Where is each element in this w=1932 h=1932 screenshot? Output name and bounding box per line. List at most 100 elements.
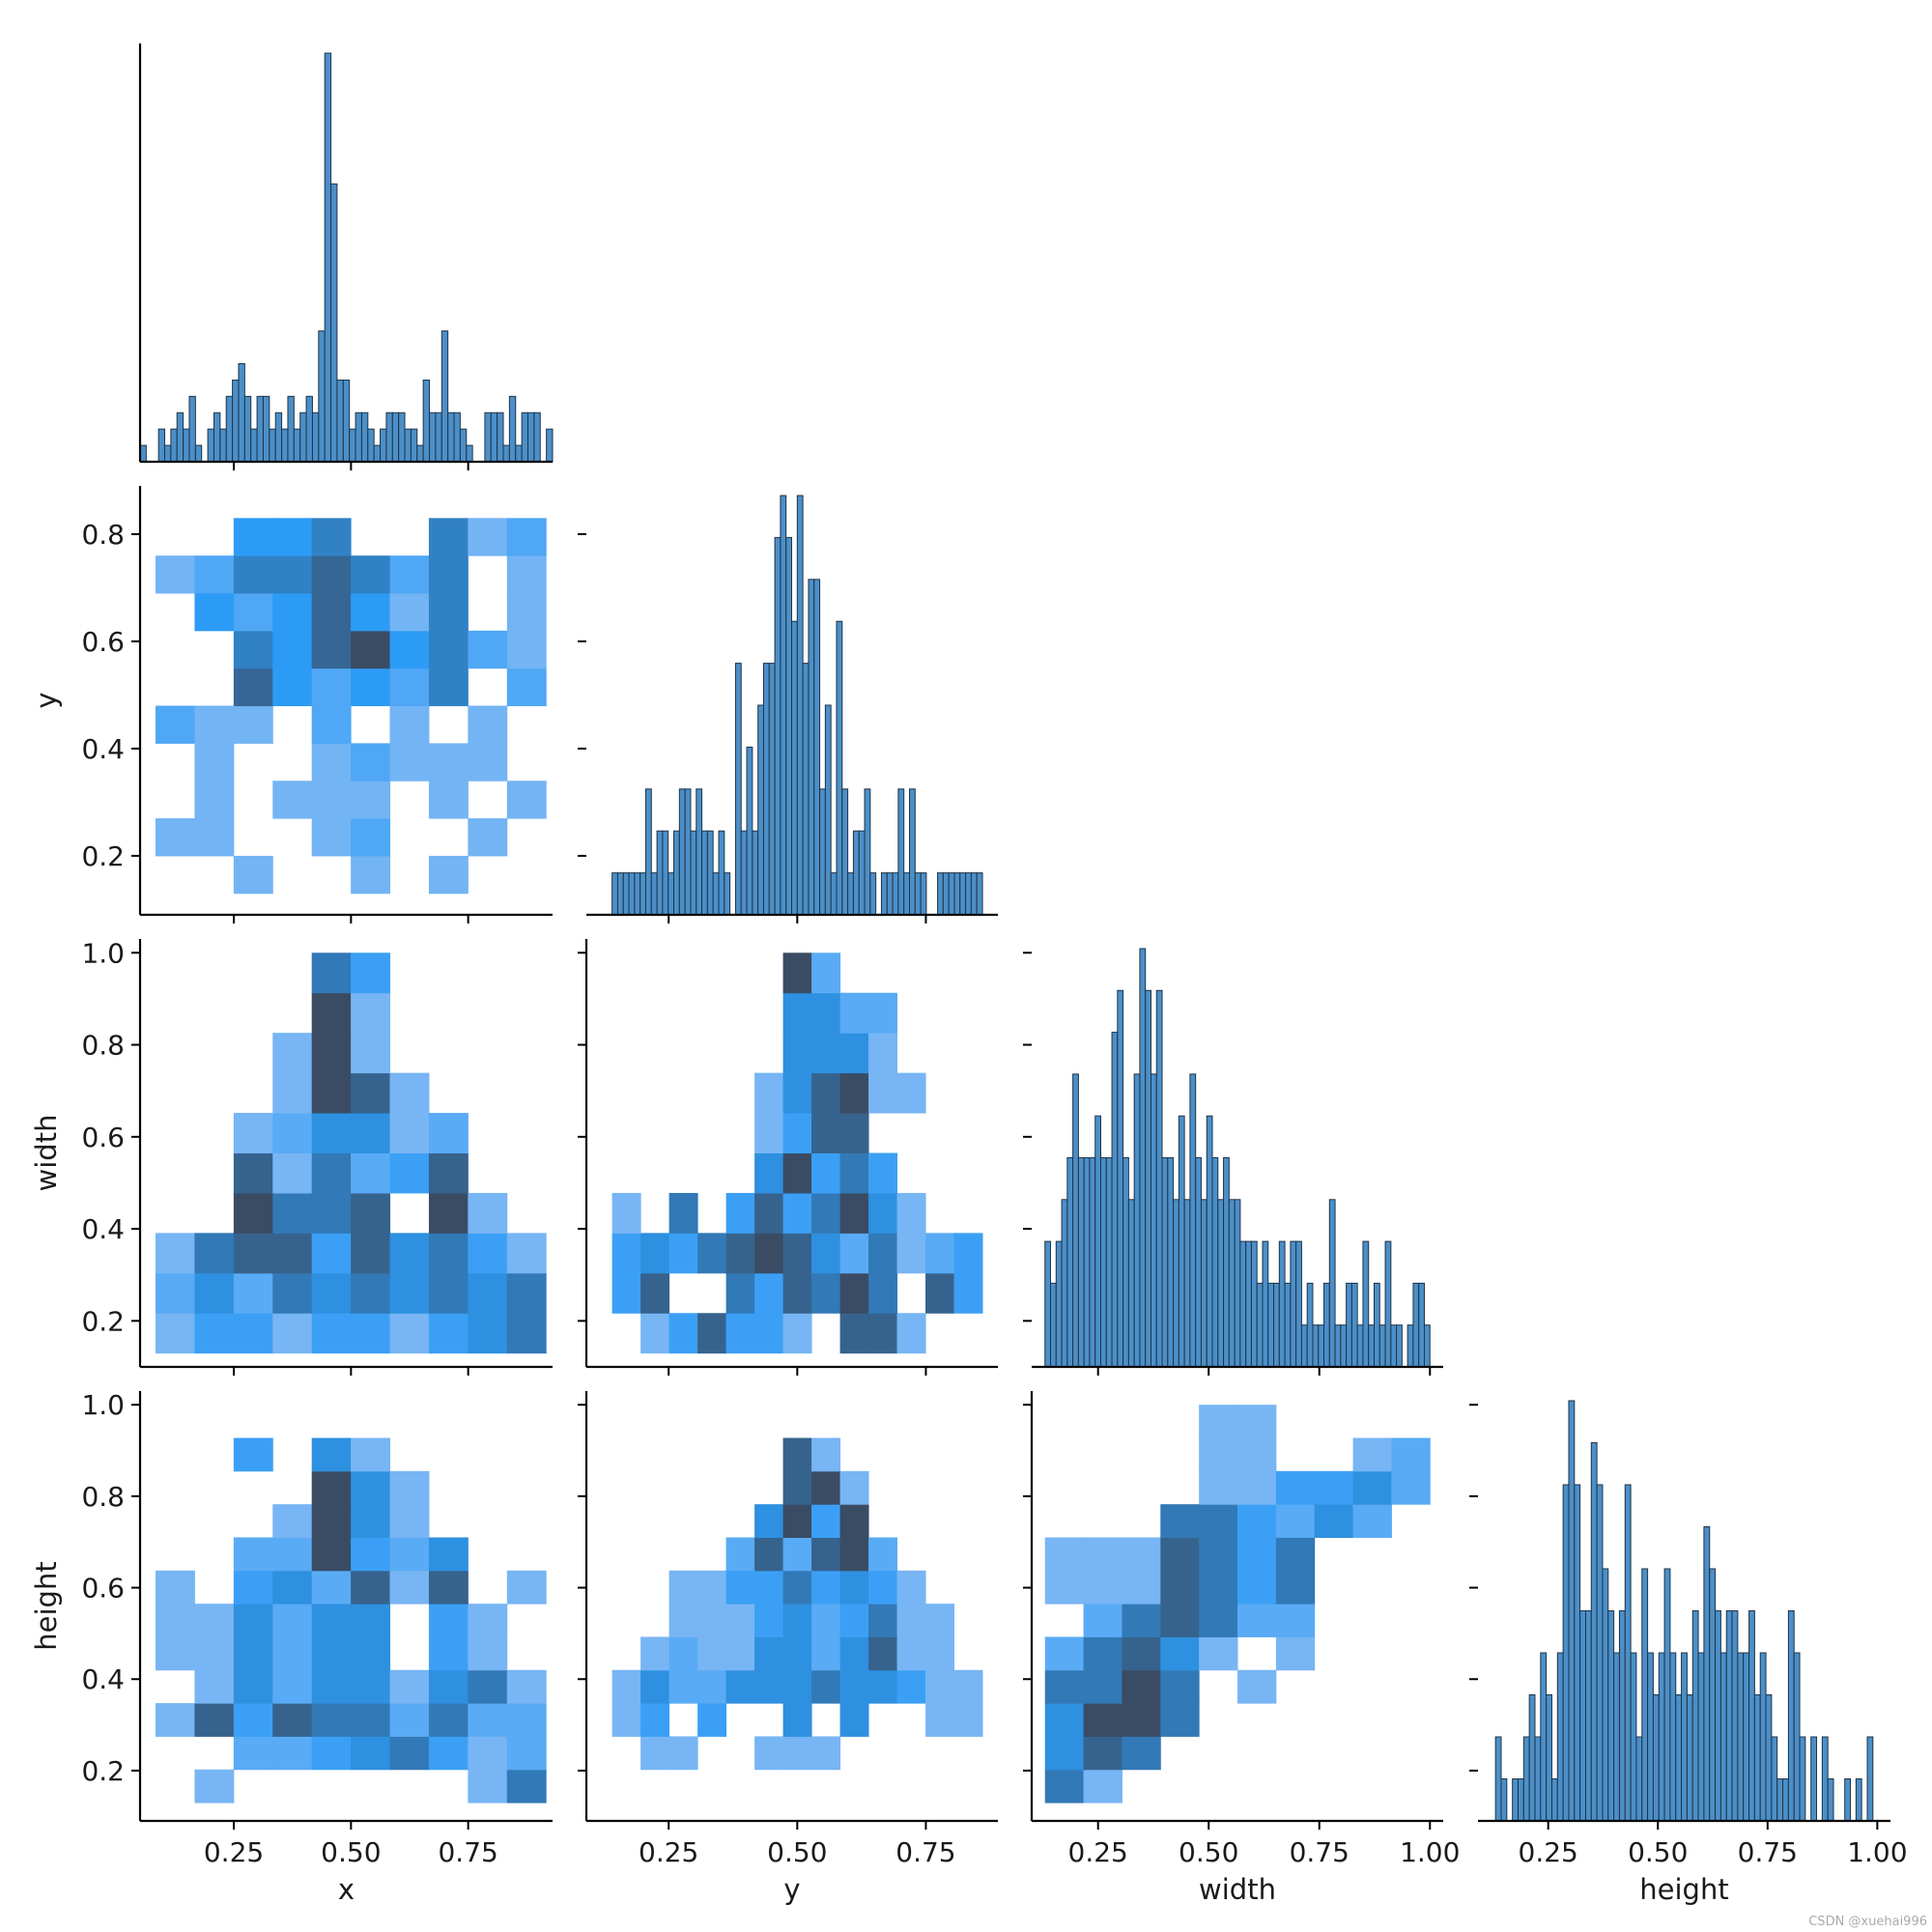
heat-cell [782, 952, 812, 994]
heat-cell [811, 1636, 841, 1671]
x-tick-label: 1.00 [1847, 1836, 1907, 1868]
heat-cell [233, 1669, 273, 1704]
hist-bar-height [1652, 1694, 1660, 1822]
hist-bar-width [1312, 1324, 1320, 1368]
heat-cell [233, 518, 273, 556]
heat-cell [1160, 1604, 1200, 1637]
heat-cell [468, 1192, 508, 1234]
heat-cell [272, 1033, 313, 1074]
hist-bar-height [1765, 1694, 1773, 1822]
heat-cell [839, 1537, 869, 1572]
heat-cell [156, 1233, 195, 1274]
watermark-text: CSDN @xuehai996 [1808, 1915, 1927, 1929]
x-axis-label-height: height [1639, 1873, 1728, 1906]
hist-bar-width [1150, 1073, 1157, 1368]
heat-cell [1160, 1669, 1200, 1704]
hist-bar-width [1267, 1282, 1275, 1368]
heat-cell [668, 1604, 698, 1637]
histogram-y [611, 495, 983, 916]
hist-bar-x [274, 412, 283, 463]
heat-cell [697, 1703, 727, 1737]
heat-cell [1199, 1405, 1238, 1439]
heat-cell [1122, 1703, 1161, 1737]
hist-bar-x [225, 395, 234, 463]
heat-cell [925, 1669, 955, 1704]
heat-cell [868, 1233, 898, 1274]
hist-bar-height [1550, 1778, 1558, 1822]
hist-bar-y [768, 663, 776, 916]
hist-bar-width [1273, 1282, 1280, 1368]
heat-cell [272, 1703, 313, 1737]
heat-cell [351, 1437, 391, 1472]
hist-bar-height [1697, 1652, 1705, 1822]
heat-cell [1314, 1470, 1354, 1505]
x-tick-label: 0.50 [1179, 1836, 1238, 1868]
hist-bar-x [243, 395, 252, 463]
heat-cell [506, 781, 547, 819]
heat-cell [1199, 1636, 1238, 1671]
heat-cell [351, 1233, 391, 1274]
heat-cell [725, 1192, 755, 1234]
hist-bar-width [1396, 1324, 1403, 1368]
hist-bar-width [1262, 1240, 1269, 1368]
hist-bar-width [1117, 989, 1124, 1368]
hist-bar-width [1133, 1073, 1141, 1368]
hist-bar-height [1731, 1610, 1739, 1822]
heat-cell [1083, 1636, 1122, 1671]
hist-bar-height [1607, 1610, 1615, 1822]
hist-bar-height [1743, 1652, 1750, 1822]
heat-cell [468, 705, 508, 744]
heat-cell [811, 1736, 841, 1771]
heat-cell [311, 668, 352, 707]
heat-cell [754, 1636, 784, 1671]
heat-cell [1275, 1570, 1316, 1605]
hist-bar-width [1217, 1199, 1225, 1368]
hist-bar-y [656, 830, 664, 916]
hist-bar-x [490, 412, 498, 463]
heat-cell [311, 818, 352, 857]
heat-cell [468, 1669, 508, 1704]
heat-cell [697, 1669, 727, 1704]
heat-cell [311, 1669, 352, 1704]
hist-bar-width [1346, 1282, 1352, 1368]
heat-cell [194, 1703, 235, 1737]
y-tick-label: 1.0 [81, 1389, 125, 1421]
hist-bar-width [1077, 1157, 1085, 1368]
hist-bar-width [1105, 1157, 1113, 1368]
heat-cell [811, 1192, 841, 1234]
hist-bar-y [892, 872, 899, 916]
hist-bar-x [416, 444, 424, 463]
heat-cell [754, 1233, 784, 1274]
hist-bar-width [1139, 948, 1147, 1368]
heat-cell [697, 1570, 727, 1605]
heat-cell [194, 1669, 235, 1704]
heat-cell [1083, 1769, 1122, 1804]
hist-bar-x [342, 379, 351, 463]
hist-bar-y [796, 495, 804, 916]
hist-bar-y [684, 788, 692, 916]
heatmap-width-vs-y [611, 952, 983, 1354]
hist-bar-y [678, 788, 686, 916]
heat-cell [725, 1636, 755, 1671]
heat-cell [725, 1313, 755, 1354]
heat-cell [782, 1504, 812, 1538]
hist-bar-height [1556, 1652, 1564, 1822]
hist-bar-y [757, 704, 764, 916]
heat-cell [311, 1233, 352, 1274]
heat-cell [782, 1703, 812, 1737]
hist-bar-y [752, 830, 759, 916]
heat-cell [782, 992, 812, 1034]
heat-cell [389, 630, 430, 669]
hist-bar-width [1200, 1199, 1208, 1368]
heat-cell [1122, 1604, 1161, 1637]
hist-bar-height [1641, 1568, 1649, 1822]
heat-cell [194, 1636, 235, 1671]
hist-bar-x [330, 183, 338, 463]
heat-cell [311, 781, 352, 819]
hist-bar-x [194, 444, 203, 463]
y-tick-label: 0.4 [81, 733, 125, 765]
heat-cell [782, 1192, 812, 1234]
heat-cell [428, 781, 469, 819]
heat-cell [811, 1072, 841, 1114]
heat-cell [839, 1669, 869, 1704]
